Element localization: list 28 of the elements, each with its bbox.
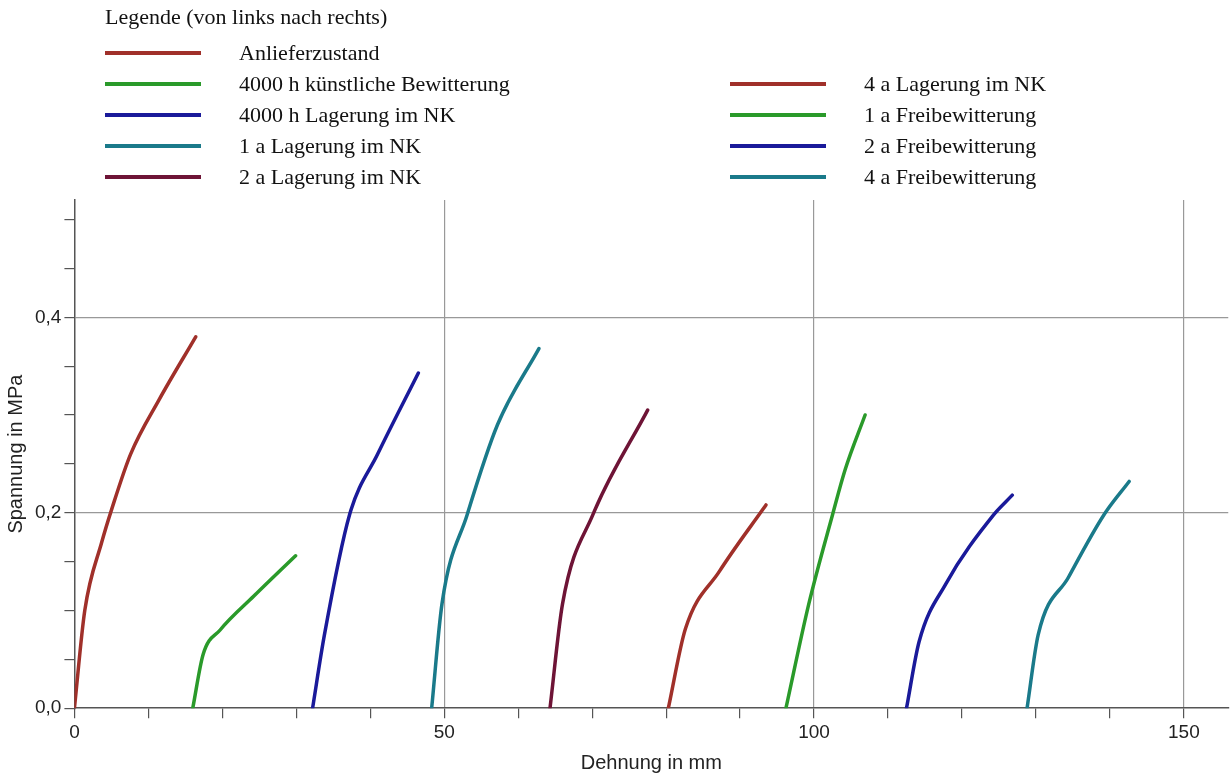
line-series (191, 553, 298, 709)
y-tick-label: 0,2 (34, 500, 62, 522)
y-axis-title: Spannung in MPa (3, 373, 26, 534)
line-series (784, 413, 867, 709)
x-tick-label: 100 (798, 720, 830, 742)
x-tick-label: 50 (433, 720, 455, 742)
legend-label: 2 a Freibewitterung (864, 133, 1037, 159)
x-axis-title: Dehnung in mm (580, 750, 722, 773)
line-series (429, 346, 541, 709)
legend-label: 4000 h künstliche Bewitterung (239, 71, 510, 97)
y-tick-label: 0,0 (34, 696, 62, 718)
legend-label: Anlieferzustand (239, 40, 380, 66)
legend-label: 4000 h Lagerung im NK (239, 102, 456, 128)
legend-label: 4 a Freibewitterung (864, 164, 1037, 190)
legend-label: 2 a Lagerung im NK (239, 164, 422, 190)
line-series (1025, 479, 1131, 709)
line-series (74, 335, 198, 709)
legend-label: 4 a Lagerung im NK (864, 71, 1047, 97)
line-series (666, 503, 768, 709)
x-tick-label: 0 (69, 720, 80, 742)
y-tick-label: 0,4 (34, 305, 62, 327)
line-series (310, 371, 421, 709)
legend-label: 1 a Lagerung im NK (239, 133, 422, 159)
legend-label: 1 a Freibewitterung (864, 102, 1037, 128)
legend-title: Legende (von links nach rechts) (105, 4, 388, 30)
line-series (904, 493, 1015, 709)
x-tick-label: 150 (1168, 720, 1200, 742)
line-series (548, 408, 650, 709)
